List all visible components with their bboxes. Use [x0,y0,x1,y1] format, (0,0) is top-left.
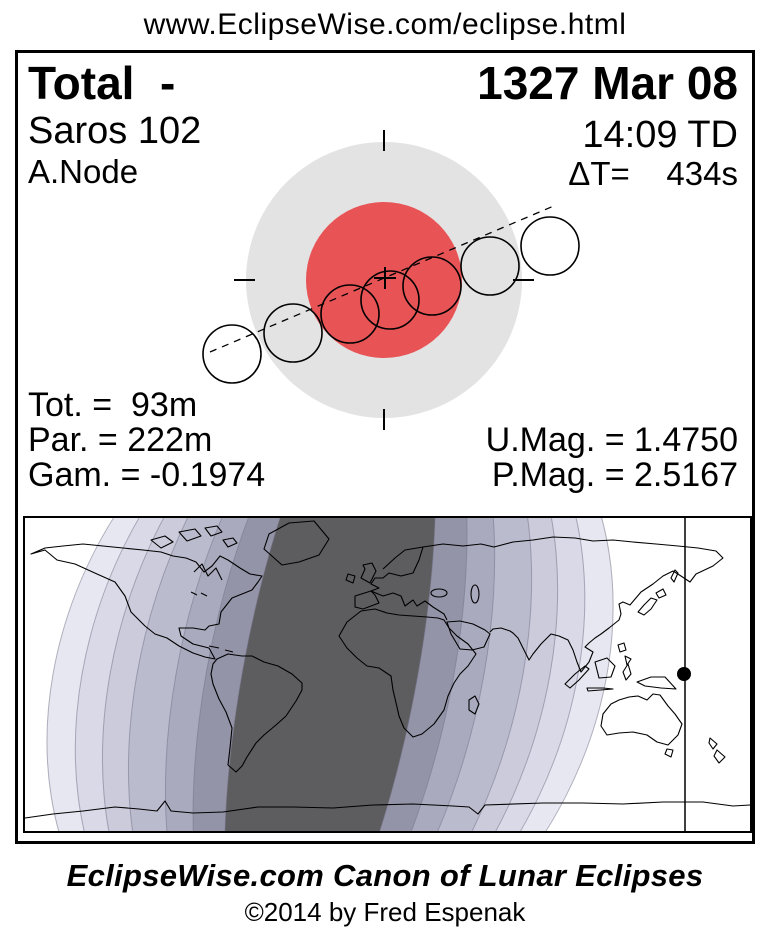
coastline-black-sea [430,588,448,598]
coastline-africa [338,608,477,738]
copyright-line: ©2014 by Fred Espenak [244,897,526,927]
page-url-link[interactable]: www.EclipseWise.com/eclipse.html [143,8,627,41]
coastline-philippines [617,642,632,666]
coastline-antarctica [24,800,751,819]
gamma-value: Gam. = -0.1974 [28,456,266,494]
coastline-new-guinea [636,676,677,690]
coastline-north-america [30,543,263,660]
coastline-south-america [210,653,303,773]
coastline-iberia [354,590,380,610]
delta-t-value: ΔT= 434s [568,155,738,192]
node-label: A.Node [28,153,139,190]
eclipse-type-title: Total - [28,57,176,109]
coastline-europe [370,546,448,621]
coastline-britain [360,562,377,584]
coastline-arabia [446,620,491,651]
map-border [23,516,752,833]
greatest-eclipse-time: 14:09 TD [582,114,738,156]
umbral-magnitude: U.Mag. = 1.4750 [485,421,738,459]
eclipse-date: 1327 Mar 08 [477,57,738,109]
coastlines [24,520,751,819]
saros-series-label: Saros 102 [28,110,202,152]
zenith-marks [677,518,691,831]
coastline-great-lakes [190,591,208,597]
coastline-indonesia [564,657,632,692]
canon-title: EclipseWise.com Canon of Lunar Eclipses [66,858,704,893]
totality-duration: Tot. = 93m [28,386,198,424]
visibility-map [23,516,752,833]
visibility-shading-bands [46,516,614,833]
coastline-asia [422,536,724,673]
coastline-caribbean [208,645,234,653]
coastline-hudson-bay [193,563,223,581]
partial-duration: Par. = 222m [28,421,213,459]
coastline-arctic-islands [150,525,238,549]
coastline-caspian-sea [470,584,480,604]
coastline-tasmania [664,748,674,758]
coastline-new-zealand [708,737,726,764]
penumbral-magnitude: P.Mag. = 2.5167 [491,456,738,494]
coastline-madagascar [468,695,480,715]
coastline-ireland [345,573,356,584]
coastline-japan [637,569,679,616]
coastline-greenland [263,520,330,566]
coastline-australia [600,693,683,746]
